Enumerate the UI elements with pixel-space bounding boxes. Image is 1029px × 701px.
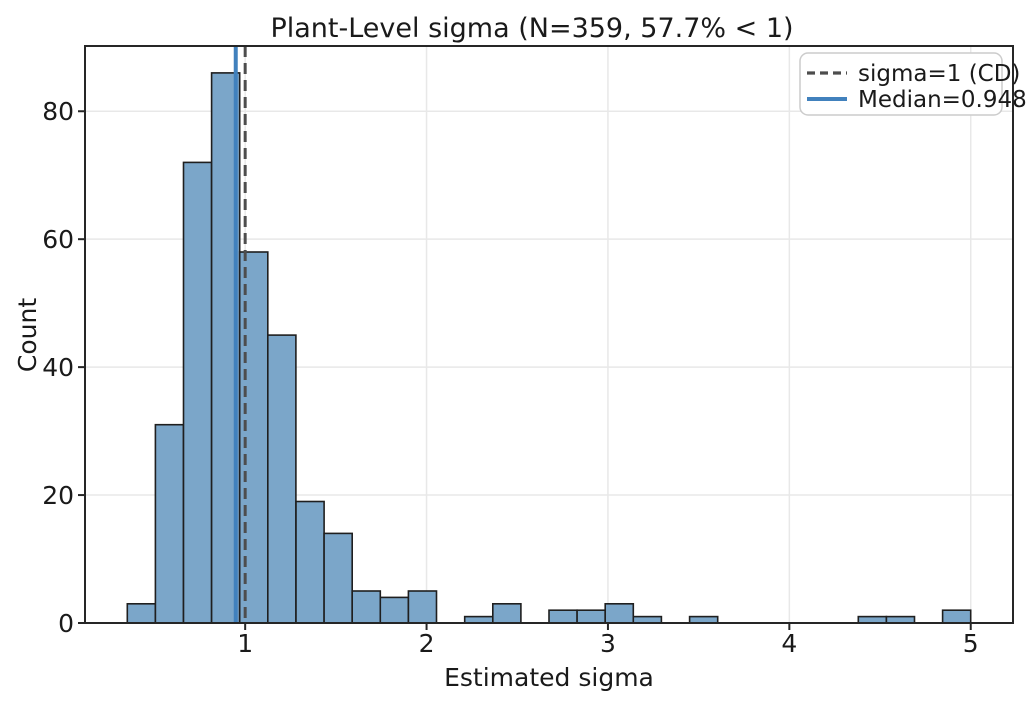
histogram-bar bbox=[604, 602, 635, 624]
histogram-bar bbox=[323, 532, 354, 624]
histogram-bar bbox=[576, 609, 606, 624]
histogram-bar bbox=[351, 590, 382, 624]
legend-label-median: Median=0.948 bbox=[858, 87, 1027, 113]
legend-box bbox=[799, 52, 1003, 116]
chart-title: Plant-Level sigma (N=359, 57.7% < 1) bbox=[270, 13, 793, 44]
x-axis-label: Estimated sigma bbox=[444, 663, 654, 692]
histogram-bar bbox=[182, 161, 213, 624]
histogram-bar bbox=[491, 602, 522, 624]
y-tick-label: 80 bbox=[42, 97, 74, 126]
y-tick-label: 0 bbox=[58, 609, 74, 638]
legend-label-sigma: sigma=1 (CD) bbox=[858, 61, 1020, 87]
histogram-bar bbox=[379, 596, 410, 624]
x-tick-label: 5 bbox=[963, 629, 979, 658]
histogram-bar bbox=[154, 423, 185, 624]
y-tick-label: 60 bbox=[42, 225, 74, 254]
histogram-bar bbox=[407, 590, 438, 624]
y-tick-label: 20 bbox=[42, 481, 74, 510]
y-tick-label: 40 bbox=[42, 353, 74, 382]
histogram-bar bbox=[126, 602, 157, 624]
y-axis-label: Count bbox=[13, 298, 42, 372]
histogram-bars bbox=[126, 72, 972, 624]
histogram-bar bbox=[548, 609, 578, 624]
histogram-bar bbox=[266, 334, 297, 624]
reference-lines bbox=[233, 46, 247, 623]
x-tick-label: 3 bbox=[600, 629, 616, 658]
x-tick-label: 2 bbox=[419, 629, 435, 658]
x-tick-label: 1 bbox=[237, 629, 253, 658]
legend: sigma=1 (CD) Median=0.948 bbox=[799, 52, 1027, 116]
histogram-bar bbox=[295, 500, 325, 624]
histogram-bar bbox=[941, 609, 972, 624]
axes-frame-and-ticks: 1 2 3 4 5 0 20 40 60 80 bbox=[42, 45, 1014, 658]
plot-frame bbox=[84, 45, 1014, 624]
x-tick-label: 4 bbox=[781, 629, 797, 658]
